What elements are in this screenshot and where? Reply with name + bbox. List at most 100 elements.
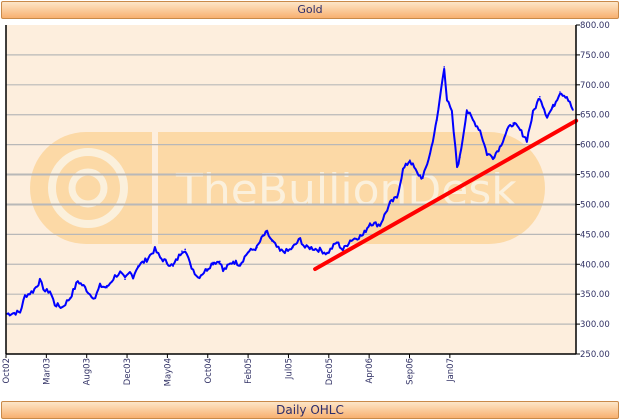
price-point: [519, 129, 521, 132]
x-tick-label: May04: [163, 358, 173, 386]
price-point: [24, 295, 26, 297]
price-point: [532, 112, 534, 114]
y-tick-label: 600.00: [580, 141, 610, 151]
price-point: [119, 271, 121, 274]
price-point: [479, 129, 481, 132]
price-point: [409, 159, 411, 161]
y-tick-label: 700.00: [580, 81, 610, 91]
price-point: [422, 177, 424, 179]
price-point: [362, 234, 364, 236]
price-point: [137, 265, 139, 267]
x-tick-label: Oct04: [204, 358, 214, 384]
price-point: [106, 286, 108, 289]
price-point: [459, 156, 461, 158]
price-point: [239, 263, 241, 266]
price-point: [49, 290, 51, 292]
x-tick-label: Feb05: [244, 358, 254, 384]
price-point: [84, 286, 86, 289]
price-point: [222, 270, 224, 272]
price-point: [172, 265, 174, 267]
price-point: [114, 275, 116, 278]
price-point: [279, 250, 281, 252]
price-point: [99, 285, 101, 287]
price-point: [499, 146, 501, 148]
trend-line: [313, 118, 579, 272]
chart-title-bar: Gold: [1, 1, 619, 19]
watermark-divider: [152, 132, 158, 244]
price-point: [436, 119, 438, 121]
x-tick-label: Aug03: [83, 358, 93, 385]
x-tick-label: Apr06: [365, 358, 375, 384]
price-point: [246, 251, 249, 254]
price-point: [552, 106, 554, 108]
price-point: [69, 296, 71, 299]
price-point: [219, 260, 221, 263]
price-point: [271, 240, 273, 242]
price-point: [189, 263, 191, 266]
price-point: [197, 276, 199, 279]
price-point: [54, 303, 56, 306]
price-point: [512, 122, 514, 124]
price-point: [506, 129, 508, 132]
price-point: [456, 165, 458, 168]
watermark-capsule: [30, 132, 545, 244]
x-tick-label: Dec05: [325, 358, 335, 385]
x-tick-label: Mar03: [42, 358, 52, 385]
price-point: [89, 293, 91, 295]
y-tick-label: 550.00: [580, 171, 610, 181]
price-point: [379, 223, 381, 226]
price-point: [129, 271, 131, 274]
price-point: [326, 252, 328, 255]
price-point: [486, 152, 488, 155]
price-point: [526, 139, 528, 141]
price-point: [396, 196, 398, 199]
price-point: [472, 119, 474, 121]
price-point: [132, 275, 134, 278]
y-tick-label: 450.00: [580, 230, 610, 240]
price-point: [309, 246, 311, 249]
price-point: [546, 115, 548, 118]
price-point: [572, 109, 574, 111]
y-tick-label: 800.00: [580, 21, 610, 31]
price-point: [124, 278, 126, 281]
y-tick-label: 300.00: [580, 320, 610, 330]
price-point: [304, 246, 306, 249]
y-tick-label: 500.00: [580, 200, 610, 210]
price-point: [389, 202, 391, 205]
price-point: [206, 268, 208, 270]
y-tick-label: 650.00: [580, 111, 610, 121]
price-point: [416, 172, 418, 175]
price-point: [262, 235, 264, 237]
price-point: [566, 95, 568, 98]
price-point: [319, 249, 321, 251]
price-point: [232, 260, 234, 263]
y-tick-label: 750.00: [580, 51, 610, 61]
price-point: [336, 241, 338, 243]
price-point: [39, 280, 41, 282]
price-point: [44, 290, 46, 292]
price-point: [539, 95, 541, 98]
price-point: [287, 250, 289, 252]
x-tick-label: Jan07: [446, 358, 456, 383]
y-tick-label: 250.00: [580, 350, 610, 360]
x-tick-label: Jul05: [284, 358, 294, 380]
price-point: [181, 250, 183, 252]
price-point: [443, 66, 446, 68]
x-tick-label: Oct02: [2, 358, 12, 384]
x-tick-label: Sep06: [406, 358, 416, 385]
price-point: [266, 231, 268, 234]
price-point: [292, 246, 294, 249]
price-point: [146, 258, 148, 261]
price-point: [446, 98, 448, 101]
price-point: [299, 238, 301, 240]
price-point: [212, 261, 214, 264]
price-point: [77, 280, 79, 282]
y-tick-label: 350.00: [580, 290, 610, 300]
price-point: [429, 152, 431, 155]
price-point: [451, 112, 453, 114]
price-point: [154, 248, 156, 251]
y-tick-label: 400.00: [580, 260, 610, 270]
price-point: [166, 261, 168, 264]
price-point: [19, 311, 21, 313]
price-point: [369, 222, 371, 224]
